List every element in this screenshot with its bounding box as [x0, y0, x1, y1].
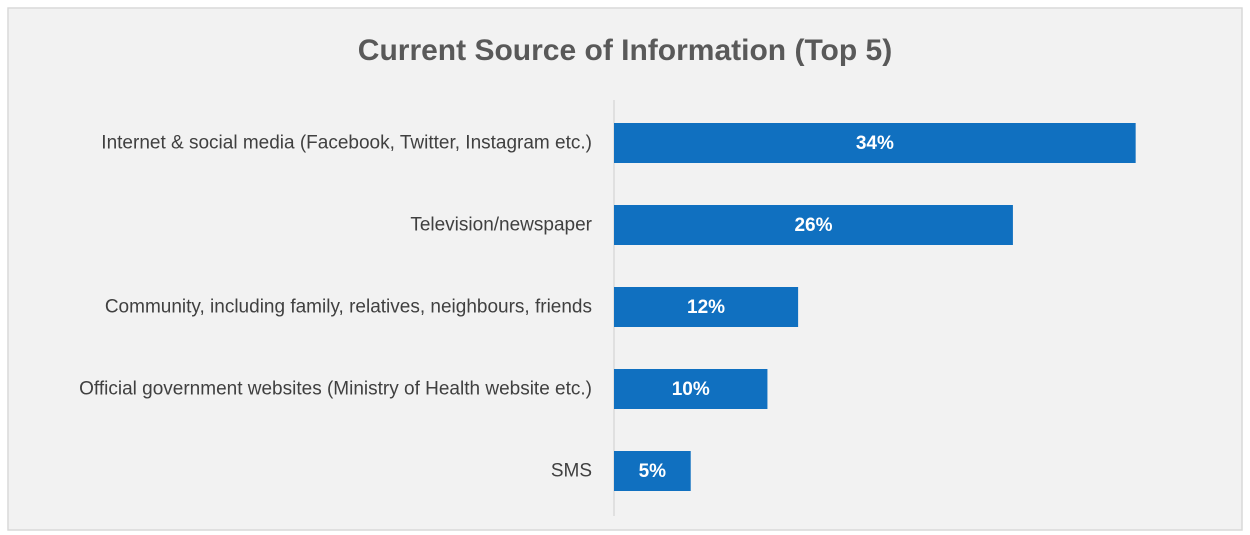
data-label: 34% — [856, 133, 894, 154]
bar — [614, 205, 1013, 245]
bar — [614, 287, 799, 327]
category-label: Official government websites (Ministry o… — [79, 378, 592, 400]
category-label: Internet & social media (Facebook, Twitt… — [101, 132, 592, 154]
category-label: SMS — [550, 460, 592, 482]
chart-title: Current Source of Information (Top 5) — [358, 34, 892, 67]
data-label: 10% — [672, 379, 710, 400]
category-label: Television/newspaper — [410, 214, 592, 236]
bar — [614, 369, 768, 409]
chart-background — [7, 7, 1243, 531]
bar — [614, 451, 691, 491]
bar — [614, 123, 1136, 163]
category-label: Community, including family, relatives, … — [104, 296, 592, 318]
data-label: 12% — [687, 297, 725, 318]
data-label: 5% — [639, 461, 667, 482]
data-label: 26% — [794, 215, 832, 236]
